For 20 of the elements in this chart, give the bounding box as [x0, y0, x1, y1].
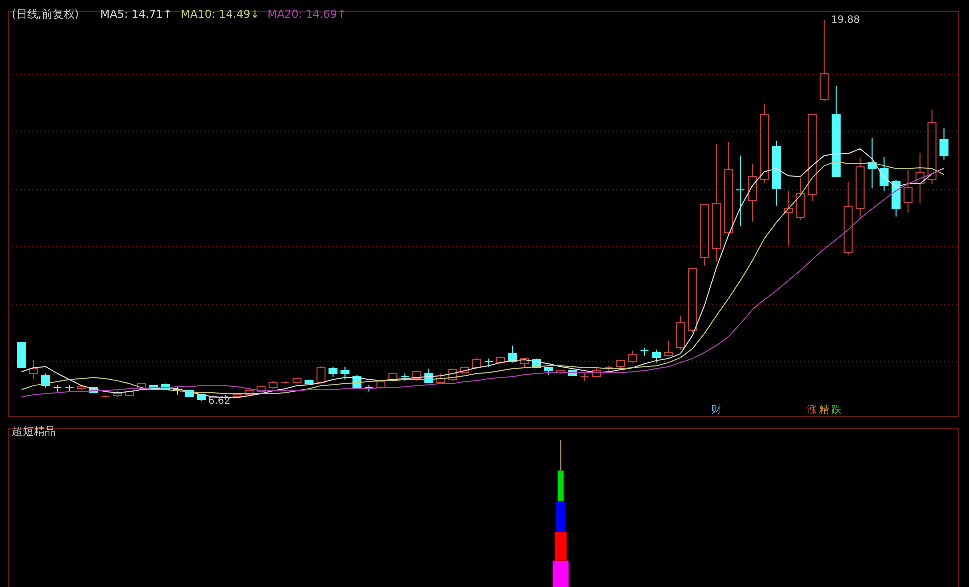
- annotation: 6.62: [208, 396, 231, 408]
- candlestick: [856, 157, 865, 220]
- candlestick: [784, 190, 793, 246]
- text: MA10: 14.49↓: [180, 8, 260, 21]
- text: MA5: 14.71↑: [100, 8, 172, 21]
- text: MA20: 14.69↑: [268, 8, 347, 21]
- candlestick: [736, 155, 746, 227]
- candlestick: [712, 144, 722, 262]
- annotation: 涨: [807, 404, 818, 416]
- candlestick: [748, 163, 758, 222]
- candlestick: [880, 156, 889, 192]
- annotation: 精: [819, 404, 830, 416]
- annotation: 财: [712, 404, 722, 416]
- chart-title: 超短精品: [12, 425, 56, 438]
- candlestick: [904, 169, 913, 214]
- chart-title: (日线,前复权): [12, 8, 80, 21]
- annotation: 跌: [831, 404, 842, 416]
- annotation: 19.88: [831, 14, 860, 26]
- candlestick: [772, 140, 782, 206]
- candlestick: [916, 152, 925, 204]
